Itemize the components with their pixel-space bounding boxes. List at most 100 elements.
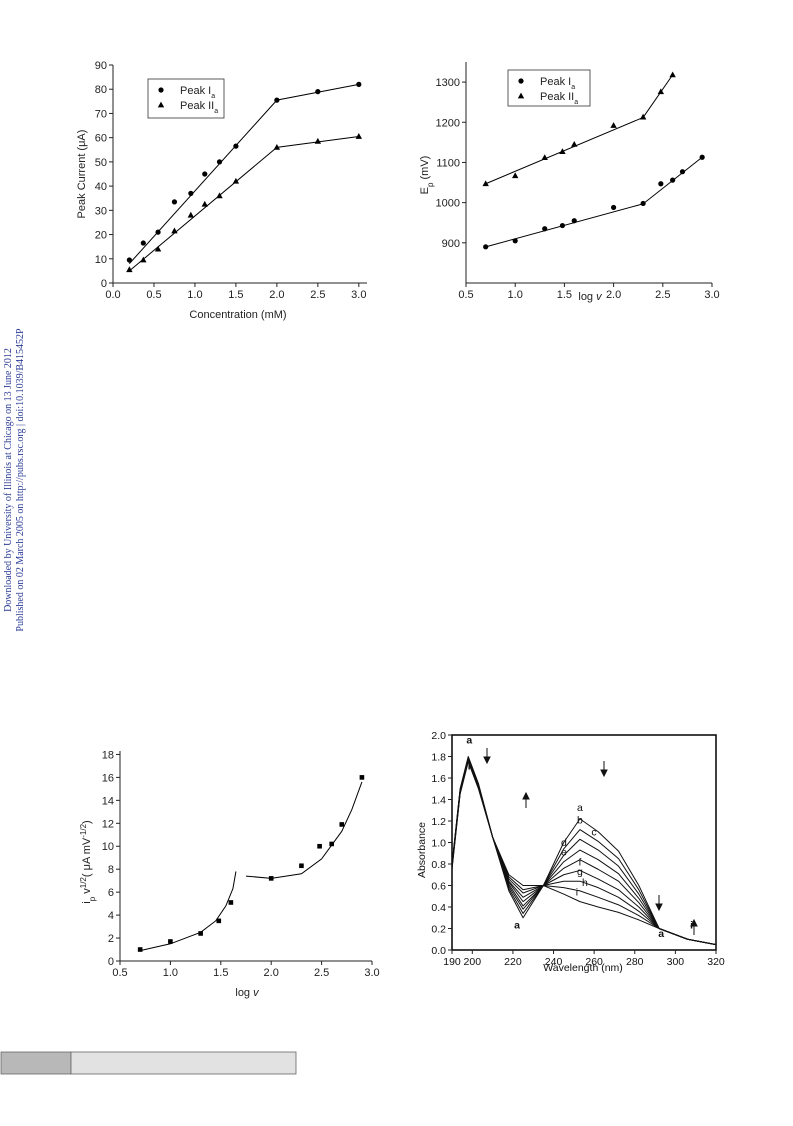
x-tick-label: 1.5 — [213, 967, 228, 979]
y-tick-label: 1000 — [436, 198, 460, 210]
x-tick-label: 280 — [626, 956, 644, 968]
y-tick-label: 10 — [95, 254, 107, 266]
download-note: Downloaded by University of Illinois at … — [3, 348, 14, 612]
annotation: a — [658, 928, 664, 940]
footer-bar-dark — [0, 1051, 72, 1075]
x-tick-label: 190 — [443, 956, 461, 968]
marker — [639, 113, 647, 120]
marker — [518, 78, 524, 84]
marker — [670, 177, 676, 183]
legend-box — [507, 69, 591, 107]
y-tick-label: 90 — [95, 60, 107, 72]
y-tick-label: 6 — [108, 887, 114, 899]
x-tick-label: 1.0 — [508, 289, 523, 301]
marker — [640, 200, 646, 207]
x-tick-label: 3.0 — [351, 289, 366, 301]
label-part: v — [81, 888, 93, 897]
curve-label: e — [561, 847, 567, 859]
label-part: v — [596, 291, 603, 303]
marker — [559, 148, 566, 155]
label-part: ) — [81, 820, 93, 824]
marker — [699, 154, 705, 160]
legend-name: Peak II — [540, 91, 574, 103]
y-tick-label: 1.4 — [431, 795, 446, 807]
label-part: p — [426, 182, 435, 187]
x-tick-label: 200 — [464, 956, 482, 968]
x-tick-label: 260 — [585, 956, 603, 968]
y-tick-label: 2 — [108, 933, 114, 945]
label-part: E — [419, 187, 431, 194]
marker — [137, 947, 143, 952]
marker — [202, 171, 208, 177]
y-tick-label: 1.8 — [431, 752, 446, 764]
y-tick-label: 8 — [108, 864, 114, 876]
x-tick-label: 2.0 — [264, 967, 279, 979]
label-part: (mV) — [419, 156, 431, 183]
label-part: p — [88, 896, 97, 901]
legend-sub: a — [211, 93, 215, 100]
marker — [483, 244, 489, 250]
marker — [268, 876, 274, 881]
marker — [329, 841, 334, 847]
marker — [228, 900, 234, 905]
curve-label: g — [577, 866, 583, 878]
x-tick-label: 3.0 — [704, 289, 719, 301]
curve-label: d — [561, 837, 567, 849]
marker — [315, 89, 321, 95]
y-tick-label: 0.2 — [431, 924, 446, 936]
marker — [168, 939, 173, 944]
marker — [233, 143, 239, 149]
x-axis-label: Wavelength (nm) — [543, 962, 623, 974]
legend-label: Peak Ia — [180, 85, 215, 100]
x-axis-label: log v — [578, 291, 603, 303]
marker — [679, 169, 686, 175]
annotation: i — [468, 760, 471, 772]
x-tick-label: 2.5 — [310, 289, 325, 301]
y-tick-label: 900 — [442, 238, 460, 250]
marker — [559, 222, 566, 229]
legend-sub: a — [214, 108, 218, 115]
marker — [657, 88, 665, 95]
y-tick-label: 60 — [95, 133, 107, 145]
y-tick-label: 1300 — [436, 77, 460, 89]
y-tick-label: 0.6 — [431, 881, 446, 893]
marker — [198, 931, 203, 936]
y-tick-label: 80 — [95, 84, 107, 96]
chart: 0.0 0.2 0.4 0.6 0.8 1.0 1.2 1.4 1.6 1.8 2.0 190 200 2… — [416, 730, 725, 974]
annotation: i — [690, 920, 693, 932]
marker — [157, 101, 165, 108]
x-axis-label: Concentration (mM) — [189, 309, 286, 321]
y-tick-label: 16 — [102, 772, 114, 784]
legend-name: Peak I — [540, 76, 571, 88]
y-tick-label: 1.0 — [431, 838, 446, 850]
annotation: a — [466, 735, 472, 747]
y-tick-label: 10 — [102, 841, 114, 853]
marker — [158, 87, 164, 93]
curve-label: c — [591, 826, 596, 838]
x-tick-label: 0.5 — [146, 289, 161, 301]
marker — [355, 133, 363, 139]
label-part: v — [253, 987, 260, 999]
marker — [188, 190, 194, 196]
marker — [126, 257, 132, 263]
x-axis-label: log v — [235, 987, 260, 999]
y-axis-label: Peak Current (μA) — [76, 130, 88, 219]
legend-box — [147, 78, 225, 119]
marker — [154, 245, 162, 252]
label-part: -1/2 — [79, 823, 88, 837]
curve-label: i — [576, 887, 578, 899]
y-axis-label: ip v1/2( μA mV-1/2) — [79, 820, 97, 903]
y-tick-label: 14 — [102, 795, 114, 807]
legend-sub: a — [574, 99, 578, 106]
marker — [611, 204, 617, 211]
marker — [126, 266, 133, 273]
x-tick-label: 0.5 — [112, 967, 127, 979]
curve-label: h — [582, 877, 588, 889]
legend-name: Peak I — [180, 85, 211, 97]
marker — [299, 863, 304, 869]
marker — [610, 122, 617, 128]
x-tick-label: 2.5 — [655, 289, 670, 301]
label-part: log — [578, 291, 596, 303]
y-tick-label: 12 — [102, 818, 114, 830]
